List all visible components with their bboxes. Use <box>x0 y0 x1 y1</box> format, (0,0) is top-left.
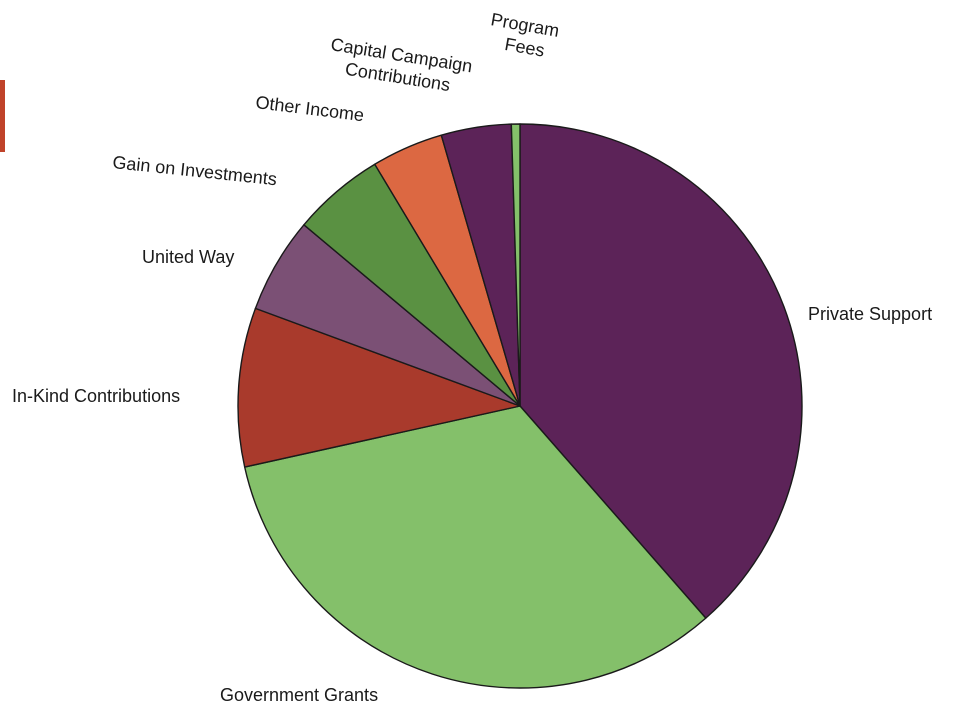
slice-label-in-kind-contributions: In-Kind Contributions <box>12 386 180 406</box>
slice-label-government-grants: Government Grants <box>220 685 378 704</box>
slice-label-gain-on-investments: Gain on Investments <box>112 152 278 189</box>
pie-slice-in-kind-contributions <box>237 307 521 468</box>
pie-slices <box>237 123 803 689</box>
slice-label-line: Fees <box>503 34 546 61</box>
slice-label-line: Other Income <box>255 92 366 125</box>
slice-label-capital-campaign-contributions: Capital CampaignContributions <box>326 34 474 98</box>
slice-label-private-support: Private Support <box>808 304 932 324</box>
slice-label-line: In-Kind Contributions <box>12 386 180 406</box>
accent-bar <box>0 80 5 152</box>
slice-label-united-way: United Way <box>142 247 234 267</box>
slice-label-line: Private Support <box>808 304 932 324</box>
pie-slice-program-fees <box>510 123 521 407</box>
slice-label-line: Government Grants <box>220 685 378 704</box>
pie-slice-government-grants <box>243 405 707 689</box>
slice-label-line: Gain on Investments <box>112 152 278 189</box>
slice-label-line: United Way <box>142 247 234 267</box>
slice-label-other-income: Other Income <box>255 92 366 125</box>
slice-label-program-fees: ProgramFees <box>485 9 560 62</box>
slice-label-line: Program <box>489 9 560 41</box>
pie-slice-private-support <box>519 123 803 619</box>
